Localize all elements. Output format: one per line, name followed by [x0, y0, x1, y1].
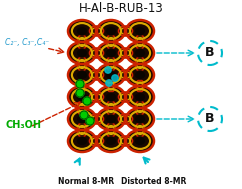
Circle shape: [106, 80, 112, 86]
Ellipse shape: [76, 27, 88, 35]
Ellipse shape: [90, 48, 104, 58]
Ellipse shape: [107, 80, 115, 92]
Ellipse shape: [126, 130, 154, 152]
Ellipse shape: [134, 115, 146, 123]
Ellipse shape: [68, 108, 96, 130]
Ellipse shape: [119, 136, 133, 146]
Ellipse shape: [106, 123, 116, 137]
Ellipse shape: [119, 70, 133, 80]
Ellipse shape: [135, 123, 145, 137]
Ellipse shape: [106, 27, 117, 35]
Ellipse shape: [77, 123, 87, 137]
Ellipse shape: [68, 20, 96, 42]
Ellipse shape: [134, 49, 146, 57]
Ellipse shape: [76, 49, 88, 57]
Ellipse shape: [126, 86, 154, 108]
Circle shape: [83, 97, 91, 105]
Ellipse shape: [119, 114, 133, 124]
Ellipse shape: [119, 48, 133, 58]
Ellipse shape: [77, 35, 87, 49]
Ellipse shape: [106, 35, 116, 49]
Text: B: B: [205, 112, 215, 125]
Ellipse shape: [90, 114, 104, 124]
Ellipse shape: [126, 108, 154, 130]
Ellipse shape: [68, 86, 96, 108]
Ellipse shape: [135, 57, 145, 71]
Ellipse shape: [77, 57, 87, 71]
Ellipse shape: [97, 130, 125, 152]
Circle shape: [105, 67, 111, 73]
Text: Normal 8-MR: Normal 8-MR: [58, 177, 114, 185]
Ellipse shape: [106, 57, 116, 71]
Ellipse shape: [78, 80, 86, 92]
Ellipse shape: [106, 93, 117, 101]
Text: B: B: [205, 46, 215, 60]
Ellipse shape: [68, 130, 96, 152]
Circle shape: [112, 75, 118, 81]
Ellipse shape: [136, 80, 144, 92]
Circle shape: [76, 80, 84, 88]
Ellipse shape: [119, 92, 133, 102]
Ellipse shape: [134, 27, 146, 35]
Text: CH₃OH: CH₃OH: [5, 120, 41, 130]
Ellipse shape: [106, 49, 117, 57]
Ellipse shape: [126, 42, 154, 64]
Text: C₂⁻, C₃⁻,C₄⁻: C₂⁻, C₃⁻,C₄⁻: [5, 39, 49, 47]
Ellipse shape: [97, 86, 125, 108]
Ellipse shape: [119, 26, 133, 36]
Text: H-Al-B-RUB-13: H-Al-B-RUB-13: [79, 2, 163, 15]
Ellipse shape: [90, 26, 104, 36]
Circle shape: [76, 89, 84, 97]
Ellipse shape: [90, 70, 104, 80]
Ellipse shape: [90, 92, 104, 102]
Ellipse shape: [97, 20, 125, 42]
Ellipse shape: [106, 137, 117, 145]
Ellipse shape: [106, 71, 117, 79]
Ellipse shape: [76, 93, 88, 101]
Ellipse shape: [76, 115, 88, 123]
Ellipse shape: [126, 64, 154, 86]
Ellipse shape: [106, 115, 117, 123]
Ellipse shape: [135, 101, 145, 115]
Ellipse shape: [97, 108, 125, 130]
Text: Distorted 8-MR: Distorted 8-MR: [121, 177, 187, 185]
Ellipse shape: [90, 136, 104, 146]
Ellipse shape: [134, 71, 146, 79]
Ellipse shape: [97, 64, 125, 86]
Ellipse shape: [76, 137, 88, 145]
Ellipse shape: [134, 93, 146, 101]
Ellipse shape: [126, 20, 154, 42]
Ellipse shape: [77, 101, 87, 115]
Ellipse shape: [106, 101, 116, 115]
Circle shape: [86, 117, 94, 125]
Circle shape: [80, 111, 88, 119]
Ellipse shape: [76, 71, 88, 79]
Ellipse shape: [134, 137, 146, 145]
Ellipse shape: [68, 42, 96, 64]
Ellipse shape: [97, 42, 125, 64]
Ellipse shape: [68, 64, 96, 86]
Ellipse shape: [135, 35, 145, 49]
